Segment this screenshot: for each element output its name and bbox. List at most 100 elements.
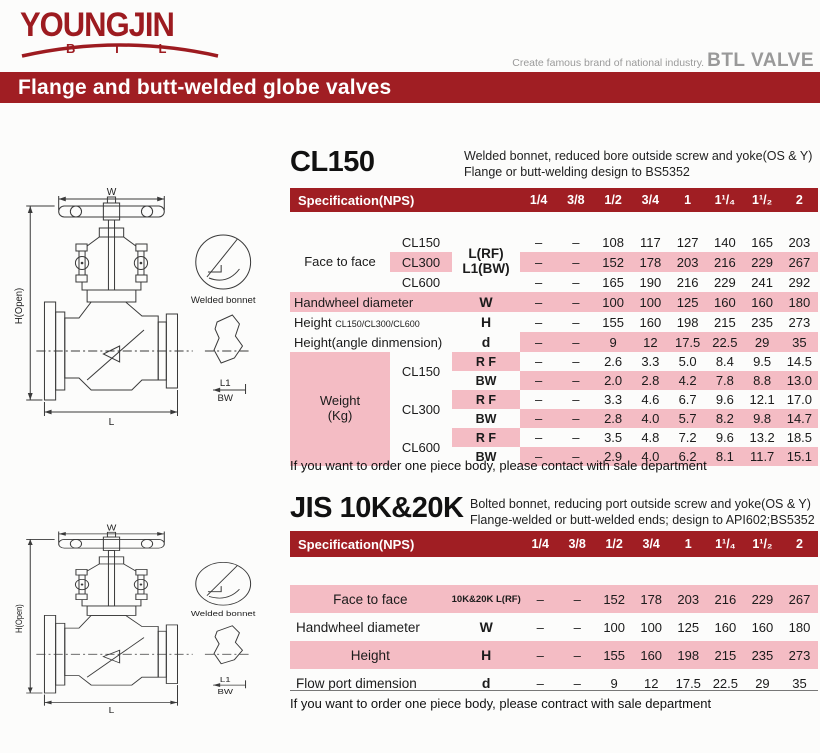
value-cell: 3.5	[604, 430, 623, 445]
value-cell: –	[557, 447, 595, 466]
column-header: 3/8	[557, 188, 595, 212]
spec-table-jis: Specification(NPS) 1/4 3/8 1/2 3/4 1 1¹/₄ 1¹/₂ 2…	[290, 531, 818, 697]
row-sublabel: CL150	[401, 234, 441, 250]
value-cell: 198	[669, 641, 707, 669]
row-sublabel: CL600	[401, 274, 441, 290]
value-cell: 9.6	[715, 392, 734, 407]
row-label-face-to-face: Face to face	[304, 253, 376, 269]
row-symbol: R F	[452, 352, 520, 371]
row-label-face-to-face: Face to face	[290, 585, 451, 613]
value-cell: –	[557, 371, 595, 390]
row-symbol: R F	[452, 428, 520, 447]
value-cell: –	[557, 292, 595, 312]
desc-line: Welded bonnet, reduced bore outside scre…	[464, 149, 813, 163]
value-cell: 18.5	[786, 430, 813, 445]
value-cell: 2.9	[594, 447, 632, 466]
value-cell: 3.3	[641, 354, 660, 369]
value-cell: 160	[751, 619, 774, 635]
desc-line: Bolted bonnet, reducing port outside scr…	[470, 497, 811, 511]
value-cell: 198	[676, 314, 699, 330]
section-title-jis: JIS 10K&20K	[290, 492, 464, 524]
value-cell: 203	[788, 234, 811, 250]
row-symbol: H	[480, 314, 492, 330]
value-cell: 190	[639, 274, 662, 290]
value-cell: 125	[669, 292, 707, 312]
value-cell: 267	[780, 585, 818, 613]
value-cell: 100	[603, 619, 626, 635]
section-title-cl150: CL150	[290, 146, 375, 178]
value-cell: 17.5	[675, 675, 701, 691]
row-symbol: d	[481, 675, 491, 691]
value-cell: 2.6	[604, 354, 623, 369]
value-cell: 13.0	[780, 371, 818, 390]
value-cell: 273	[788, 314, 811, 330]
value-cell: 160	[632, 641, 670, 669]
value-cell: –	[535, 430, 543, 445]
value-cell: –	[521, 585, 559, 613]
row-symbol: R F	[452, 390, 520, 409]
desc-line: Flange-welded or butt-welded ends; desig…	[470, 513, 815, 527]
column-header: 1/2	[594, 188, 632, 212]
valve-drawing-jis: W H(Open) L L1 BW Welded bonnet	[13, 522, 276, 750]
value-cell: 4.2	[669, 371, 707, 390]
dim-label-l: L	[109, 417, 115, 428]
spec-header: Specification(NPS)	[290, 188, 520, 212]
value-cell: –	[520, 447, 558, 466]
value-cell: –	[572, 234, 580, 250]
value-cell: 180	[780, 292, 818, 312]
value-cell: 165	[602, 274, 624, 290]
column-header: 1¹/₂	[743, 188, 781, 212]
row-symbol: BW	[475, 373, 497, 388]
value-cell: 9.6	[715, 430, 734, 445]
value-cell: 160	[639, 314, 662, 330]
value-cell: 235	[751, 314, 773, 330]
value-cell: 8.4	[715, 354, 734, 369]
value-cell: 273	[780, 641, 818, 669]
column-header: 2	[780, 531, 818, 557]
dim-label-h-open: H(Open)	[14, 604, 24, 633]
value-cell: 2.8	[631, 371, 669, 390]
value-cell: 5.0	[678, 354, 697, 369]
tagline-brand: BTL VALVE	[707, 50, 814, 71]
row-symbol: 10K&20K L(RF)	[450, 585, 522, 613]
value-cell: –	[536, 675, 544, 691]
value-cell: –	[557, 409, 595, 428]
value-cell: 4.6	[641, 392, 660, 407]
row-sublabel: CL300	[390, 252, 452, 272]
value-cell: 6.7	[678, 392, 697, 407]
logo-btl-letters: B T L	[66, 41, 184, 56]
value-cell: 4.0	[631, 409, 669, 428]
value-cell: –	[572, 430, 580, 445]
value-cell: 29	[755, 675, 770, 691]
value-cell: 12.1	[749, 392, 775, 407]
value-cell: 22.5	[706, 332, 744, 352]
column-header: 1	[669, 531, 707, 557]
row-sublabel: CL300	[401, 401, 441, 417]
value-cell: 267	[780, 252, 818, 272]
row-symbol: BW	[475, 411, 497, 426]
value-cell: 203	[669, 585, 707, 613]
value-cell: 9.5	[753, 354, 772, 369]
row-label-flow-port: Flow port dimension	[296, 675, 417, 691]
value-cell: 117	[640, 234, 661, 250]
welded-bonnet-label: Welded bonnet	[191, 609, 256, 618]
column-header: 1¹/₂	[743, 531, 781, 557]
section-desc-jis: Bolted bonnet, reducing port outside scr…	[470, 496, 815, 528]
dim-label-l1: L1	[220, 675, 231, 684]
value-cell: 203	[669, 252, 707, 272]
dim-label-w: W	[107, 524, 117, 533]
column-header: 1¹/₄	[706, 188, 744, 212]
row-label-height: Height	[290, 641, 451, 669]
value-cell: 2.8	[594, 409, 632, 428]
column-header: 2	[780, 188, 818, 212]
column-header: 3/4	[631, 188, 669, 212]
value-cell: 108	[602, 234, 624, 250]
row-sublabel: CL600	[401, 439, 441, 455]
value-cell: 178	[631, 252, 669, 272]
value-cell: –	[520, 409, 558, 428]
value-cell: 160	[706, 292, 744, 312]
value-cell: 9.8	[743, 409, 781, 428]
value-cell: 216	[676, 274, 699, 290]
value-cell: 9	[610, 675, 618, 691]
